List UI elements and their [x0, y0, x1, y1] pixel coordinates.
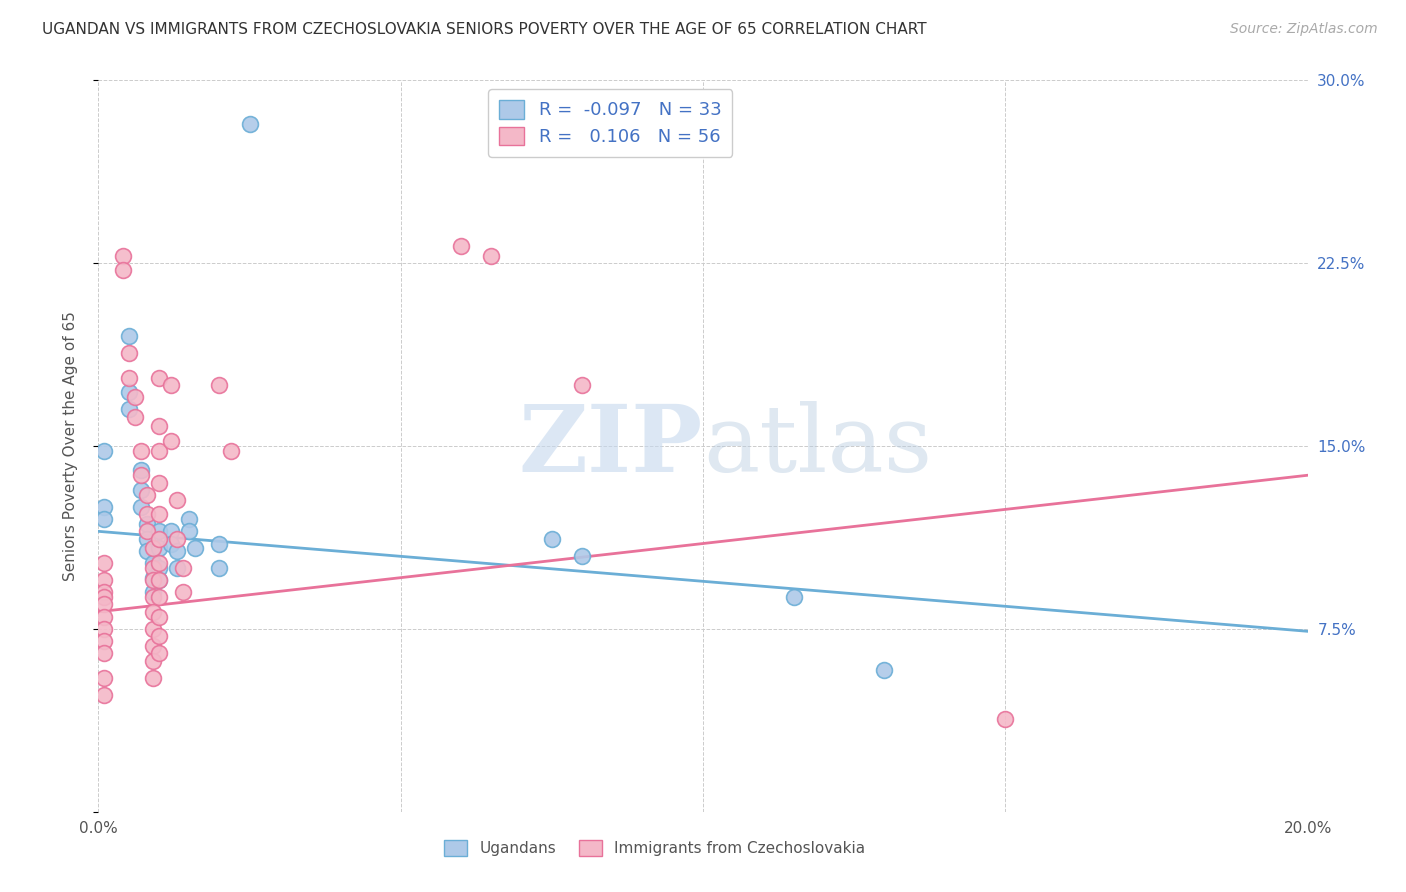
Point: [481, 249, 503, 263]
Point: [142, 556, 165, 570]
Text: UGANDAN VS IMMIGRANTS FROM CZECHOSLOVAKIA SENIORS POVERTY OVER THE AGE OF 65 COR: UGANDAN VS IMMIGRANTS FROM CZECHOSLOVAKI…: [42, 22, 927, 37]
Point: [142, 585, 165, 599]
Point: [160, 378, 183, 392]
Point: [118, 346, 141, 360]
Point: [142, 590, 165, 604]
Point: [93, 443, 115, 458]
Point: [118, 385, 141, 400]
Point: [135, 508, 157, 522]
Point: [148, 508, 170, 522]
Point: [129, 468, 152, 483]
Point: [166, 544, 188, 558]
Y-axis label: Seniors Poverty Over the Age of 65: Seniors Poverty Over the Age of 65: [63, 311, 77, 581]
Point: [93, 556, 115, 570]
Point: [142, 671, 165, 685]
Point: [148, 524, 170, 539]
Point: [148, 561, 170, 575]
Point: [135, 516, 157, 531]
Point: [148, 573, 170, 587]
Point: [93, 590, 115, 604]
Point: [166, 561, 188, 575]
Point: [129, 500, 152, 514]
Point: [93, 512, 115, 526]
Point: [142, 561, 165, 575]
Point: [135, 532, 157, 546]
Text: ZIP: ZIP: [519, 401, 703, 491]
Point: [129, 443, 152, 458]
Point: [93, 634, 115, 648]
Point: [160, 536, 183, 550]
Point: [93, 609, 115, 624]
Point: [135, 524, 157, 539]
Point: [166, 532, 188, 546]
Text: Source: ZipAtlas.com: Source: ZipAtlas.com: [1230, 22, 1378, 37]
Point: [994, 712, 1017, 726]
Point: [160, 524, 183, 539]
Point: [571, 549, 593, 563]
Point: [148, 475, 170, 490]
Point: [148, 646, 170, 660]
Point: [172, 561, 194, 575]
Point: [148, 532, 170, 546]
Point: [179, 512, 201, 526]
Point: [135, 544, 157, 558]
Point: [93, 598, 115, 612]
Point: [124, 390, 146, 404]
Point: [142, 639, 165, 653]
Point: [166, 492, 188, 507]
Point: [118, 402, 141, 417]
Point: [93, 646, 115, 660]
Point: [208, 536, 231, 550]
Point: [148, 541, 170, 556]
Point: [148, 573, 170, 587]
Point: [148, 590, 170, 604]
Point: [135, 488, 157, 502]
Point: [93, 622, 115, 636]
Point: [142, 571, 165, 585]
Point: [111, 249, 134, 263]
Point: [571, 378, 593, 392]
Point: [221, 443, 243, 458]
Point: [129, 483, 152, 497]
Point: [118, 329, 141, 343]
Point: [142, 622, 165, 636]
Point: [129, 463, 152, 477]
Point: [111, 263, 134, 277]
Point: [142, 541, 165, 556]
Point: [142, 654, 165, 668]
Point: [208, 378, 231, 392]
Point: [450, 239, 472, 253]
Point: [148, 443, 170, 458]
Text: atlas: atlas: [703, 401, 932, 491]
Point: [142, 573, 165, 587]
Point: [179, 524, 201, 539]
Point: [239, 117, 262, 131]
Point: [93, 573, 115, 587]
Point: [93, 671, 115, 685]
Point: [93, 500, 115, 514]
Point: [93, 688, 115, 702]
Point: [124, 409, 146, 424]
Point: [540, 532, 562, 546]
Legend: Ugandans, Immigrants from Czechoslovakia: Ugandans, Immigrants from Czechoslovakia: [439, 834, 872, 863]
Point: [873, 663, 896, 677]
Point: [118, 370, 141, 384]
Point: [142, 605, 165, 619]
Point: [208, 561, 231, 575]
Point: [184, 541, 207, 556]
Point: [783, 590, 806, 604]
Point: [148, 629, 170, 643]
Point: [148, 419, 170, 434]
Point: [148, 370, 170, 384]
Point: [160, 434, 183, 449]
Point: [148, 609, 170, 624]
Point: [172, 585, 194, 599]
Point: [93, 585, 115, 599]
Point: [148, 556, 170, 570]
